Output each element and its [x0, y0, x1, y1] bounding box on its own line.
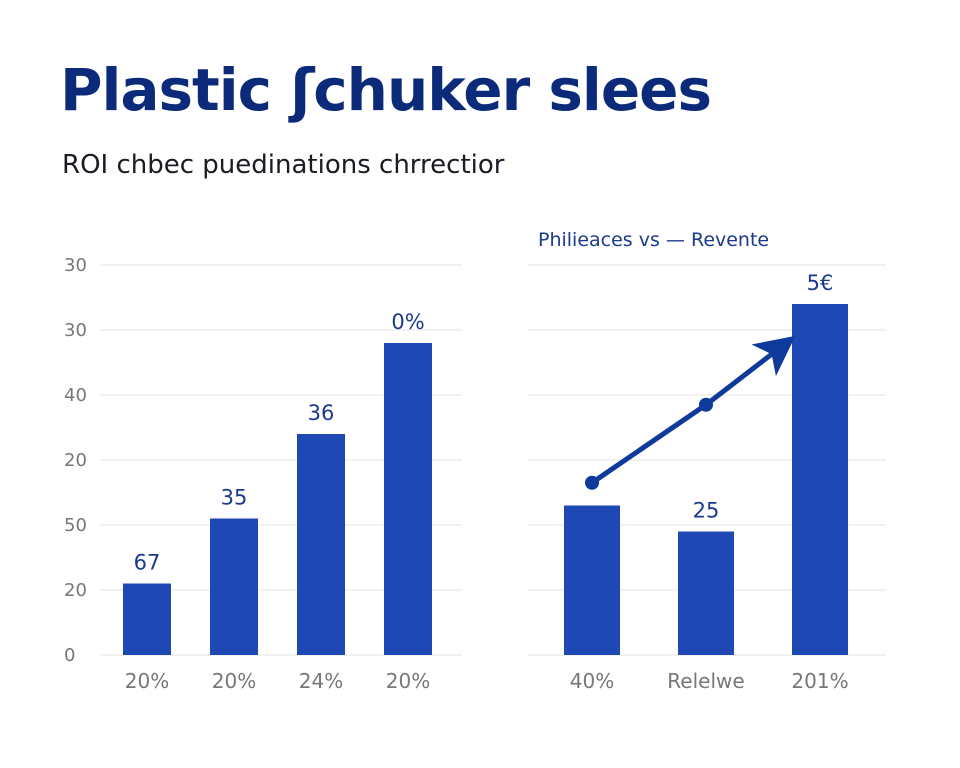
y-tick-label: 0 — [64, 645, 75, 666]
x-tick-label: 20% — [386, 669, 430, 693]
chart-title: Philieaces vs — Revente — [538, 229, 769, 251]
y-tick-label: 50 — [64, 515, 87, 536]
chart-2: Philieaces vs — Revente 40% 25 Relelwe 5€ 201… — [527, 229, 886, 693]
x-tick-label: 40% — [570, 669, 614, 693]
y-tick-label: 20 — [64, 580, 87, 601]
bar — [297, 434, 345, 655]
trend-line — [589, 335, 796, 486]
data-label: 67 — [134, 551, 161, 575]
y-tick-label: 40 — [64, 385, 87, 406]
data-label: 36 — [308, 401, 335, 425]
x-tick-label: 24% — [299, 669, 343, 693]
x-tick-label: 20% — [212, 669, 256, 693]
data-label: 5€ — [807, 271, 834, 295]
data-label: 35 — [221, 486, 248, 510]
x-tick-label: Relelwe — [667, 669, 744, 693]
bar — [210, 518, 258, 655]
bar — [123, 583, 171, 655]
bar — [792, 304, 848, 655]
data-label: 25 — [693, 499, 720, 523]
y-tick-label: 30 — [64, 255, 87, 276]
page-title: Plastic ʃchuker slees — [60, 56, 712, 124]
bar — [678, 531, 734, 655]
y-tick-label: 20 — [64, 450, 87, 471]
y-tick-label: 30 — [64, 320, 87, 341]
x-tick-label: 201% — [791, 669, 848, 693]
trend-point — [699, 397, 713, 412]
bar — [564, 505, 620, 655]
trend-point — [585, 475, 599, 490]
x-tick-label: 20% — [125, 669, 169, 693]
data-label: 0% — [391, 310, 424, 334]
bar — [384, 343, 432, 655]
page-subtitle: ROI chbec puedinations chrrectior — [62, 150, 505, 180]
chart-1: 30 30 40 20 50 20 0 67 20% 35 20% 36 24% 0% 20% — [64, 255, 462, 693]
